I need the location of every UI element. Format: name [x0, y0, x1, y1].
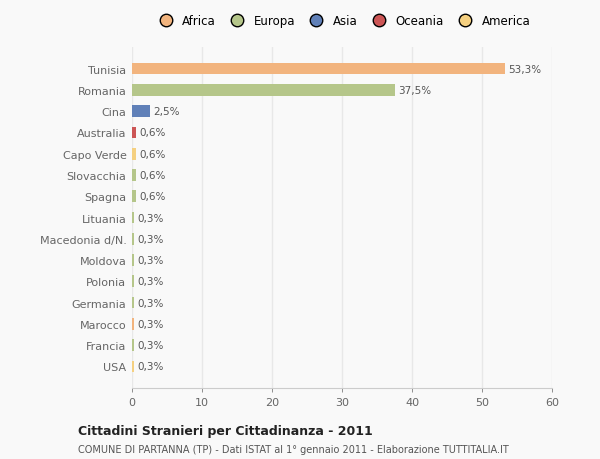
Bar: [132, 64, 505, 75]
Text: 0,6%: 0,6%: [140, 192, 166, 202]
Bar: [132, 318, 134, 330]
Bar: [132, 170, 136, 181]
Bar: [132, 297, 134, 309]
Text: 0,3%: 0,3%: [137, 234, 164, 244]
Text: 0,3%: 0,3%: [137, 277, 164, 287]
Bar: [132, 361, 134, 372]
Legend: Africa, Europa, Asia, Oceania, America: Africa, Europa, Asia, Oceania, America: [154, 15, 530, 28]
Text: 53,3%: 53,3%: [509, 64, 542, 74]
Text: 0,3%: 0,3%: [137, 298, 164, 308]
Text: 2,5%: 2,5%: [153, 107, 179, 117]
Text: 0,6%: 0,6%: [140, 128, 166, 138]
Bar: [132, 255, 134, 266]
Bar: [132, 85, 395, 96]
Text: 0,3%: 0,3%: [137, 256, 164, 265]
Bar: [132, 212, 134, 224]
Text: Cittadini Stranieri per Cittadinanza - 2011: Cittadini Stranieri per Cittadinanza - 2…: [78, 425, 373, 437]
Bar: [132, 106, 149, 118]
Text: 0,6%: 0,6%: [140, 149, 166, 159]
Bar: [132, 234, 134, 245]
Bar: [132, 276, 134, 287]
Text: COMUNE DI PARTANNA (TP) - Dati ISTAT al 1° gennaio 2011 - Elaborazione TUTTITALI: COMUNE DI PARTANNA (TP) - Dati ISTAT al …: [78, 444, 509, 454]
Bar: [132, 127, 136, 139]
Text: 0,6%: 0,6%: [140, 171, 166, 180]
Bar: [132, 340, 134, 351]
Text: 0,3%: 0,3%: [137, 319, 164, 329]
Text: 0,3%: 0,3%: [137, 213, 164, 223]
Text: 0,3%: 0,3%: [137, 362, 164, 372]
Text: 0,3%: 0,3%: [137, 341, 164, 350]
Text: 37,5%: 37,5%: [398, 86, 431, 95]
Bar: [132, 191, 136, 202]
Bar: [132, 149, 136, 160]
